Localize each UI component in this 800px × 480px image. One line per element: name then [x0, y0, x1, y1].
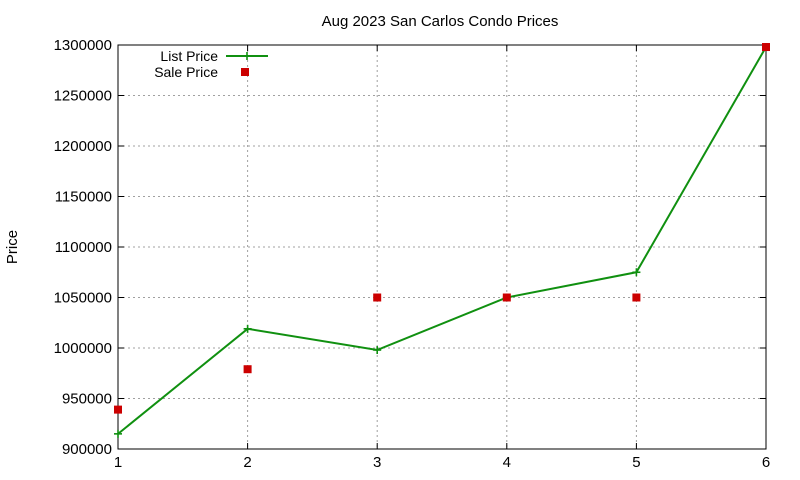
y-tick-label: 1050000 — [54, 290, 112, 307]
x-tick-label: 6 — [762, 454, 770, 471]
sale-price-point — [762, 43, 770, 52]
y-tick-label: 1250000 — [54, 88, 112, 105]
x-tick-label: 3 — [373, 454, 381, 471]
grid-lines — [118, 45, 766, 449]
list-price-point — [243, 324, 252, 333]
list-price-point — [632, 268, 641, 277]
x-tick-label: 5 — [632, 454, 640, 471]
y-tick-label: 1300000 — [54, 37, 112, 54]
axis-ticks: 900000 950000 1000000 1050000 1100000 1150000… — [54, 37, 771, 471]
y-tick-label: 1200000 — [54, 138, 112, 155]
list-price-line — [117, 46, 767, 435]
y-tick-label: 900000 — [62, 441, 112, 458]
y-tick-label: 1150000 — [55, 189, 112, 206]
y-tick-label: 950000 — [62, 391, 112, 408]
sale-price-point — [114, 405, 122, 414]
series-layer — [114, 43, 770, 438]
legend-plus-marker — [243, 52, 251, 60]
legend-square-marker — [241, 68, 249, 76]
sale-price-point — [502, 293, 511, 302]
sale-price-point — [243, 365, 252, 374]
list-price-point — [373, 346, 382, 355]
y-tick-label: 1000000 — [54, 340, 112, 357]
series-sale-price — [114, 43, 770, 414]
plot-frame — [117, 44, 767, 450]
series-list-price — [114, 43, 770, 438]
sale-price-point — [632, 293, 641, 302]
legend-label: List Price — [160, 48, 218, 64]
x-tick-label: 4 — [503, 454, 511, 471]
x-tick-label: 2 — [243, 454, 251, 471]
sale-price-point — [373, 293, 382, 302]
y-tick-label: 1100000 — [55, 239, 112, 256]
y-axis-label: Price — [4, 230, 21, 264]
chart-title: Aug 2023 San Carlos Condo Prices — [322, 13, 559, 30]
legend-label: Sale Price — [154, 64, 218, 80]
list-price-point — [114, 429, 122, 438]
x-tick-label: 1 — [114, 454, 122, 471]
